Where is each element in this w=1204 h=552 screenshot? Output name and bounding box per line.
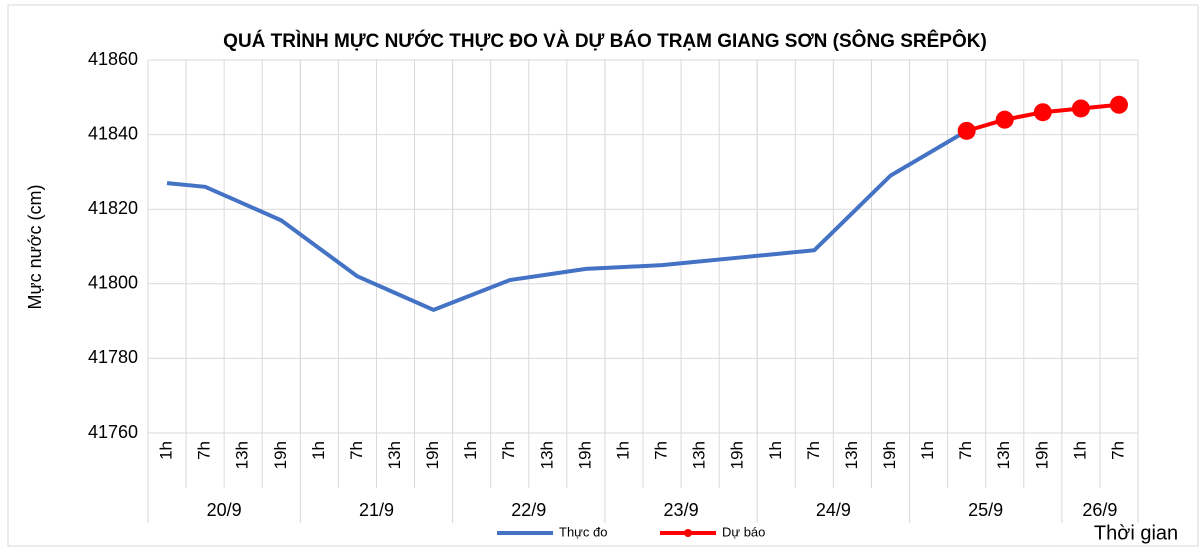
x-tick-label: 13h — [842, 441, 861, 469]
x-tick-label: 19h — [880, 441, 899, 469]
x-tick-label: 19h — [423, 441, 442, 469]
x-tick-label: 7h — [956, 441, 975, 460]
y-axis-label: Mực nước (cm) — [25, 185, 45, 310]
y-tick-label: 41860 — [88, 49, 138, 69]
legend-label: Thực đo — [559, 524, 607, 539]
x-tick-label: 19h — [728, 441, 747, 469]
data-point — [1071, 99, 1090, 118]
x-tick-label: 13h — [385, 441, 404, 469]
x-tick-label: 1h — [613, 441, 632, 460]
x-tick-label: 1h — [918, 441, 937, 460]
x-axis-label: Thời gian — [1094, 522, 1178, 544]
x-tick-label: 13h — [233, 441, 252, 469]
x-tick-label: 7h — [347, 441, 366, 460]
y-tick-label: 41780 — [88, 347, 138, 367]
y-tick-label: 41760 — [88, 422, 138, 442]
legend-label: Dự báo — [722, 524, 765, 539]
x-tick-label: 1h — [766, 441, 785, 460]
data-point — [1033, 103, 1052, 122]
x-tick-label: 19h — [271, 441, 290, 469]
x-tick-label: 7h — [652, 441, 671, 460]
x-tick-label: 19h — [575, 441, 594, 469]
chart-frame — [7, 4, 1199, 547]
x-tick-label: 1h — [1070, 441, 1089, 460]
group-label: 25/9 — [968, 500, 1003, 520]
group-label: 22/9 — [511, 500, 546, 520]
x-tick-label: 7h — [499, 441, 518, 460]
y-tick-label: 41800 — [88, 273, 138, 293]
x-tick-label: 13h — [994, 441, 1013, 469]
x-tick-label: 7h — [195, 441, 214, 460]
y-tick-label: 41820 — [88, 198, 138, 218]
x-tick-label: 13h — [690, 441, 709, 469]
x-tick-label: 13h — [537, 441, 556, 469]
x-tick-label: 7h — [1108, 441, 1127, 460]
data-point — [957, 121, 976, 140]
x-tick-label: 1h — [157, 441, 176, 460]
chart-title: QUÁ TRÌNH MỰC NƯỚC THỰC ĐO VÀ DỰ BÁO TRẠ… — [223, 30, 987, 52]
group-label: 26/9 — [1082, 500, 1117, 520]
group-label: 23/9 — [664, 500, 699, 520]
data-point — [1109, 95, 1128, 114]
data-point — [995, 110, 1014, 129]
x-tick-label: 1h — [309, 441, 328, 460]
x-tick-label: 7h — [804, 441, 823, 460]
group-label: 20/9 — [207, 500, 242, 520]
series-line — [166, 129, 968, 312]
legend-marker — [684, 529, 692, 537]
x-tick-label: 19h — [1032, 441, 1051, 469]
group-label: 24/9 — [816, 500, 851, 520]
y-tick-label: 41840 — [88, 123, 138, 143]
x-tick-label: 1h — [461, 441, 480, 460]
group-label: 21/9 — [359, 500, 394, 520]
